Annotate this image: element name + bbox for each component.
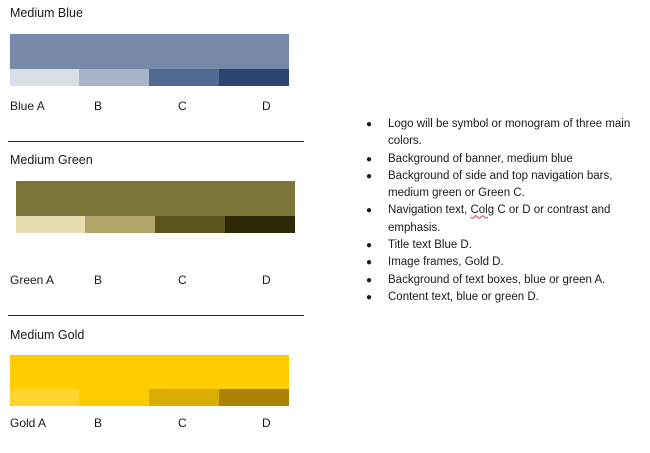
- swatch-medium-blue: [10, 34, 289, 69]
- swatch-gold-b: [79, 389, 149, 406]
- bullet-icon: ●: [366, 257, 373, 269]
- design-notes-list: ● Logo will be symbol or monogram of thre…: [364, 116, 650, 306]
- label-gold-d: D: [262, 416, 271, 430]
- list-item: ● Logo will be symbol or monogram of thre…: [364, 116, 650, 151]
- label-green-a: Green A: [10, 273, 55, 287]
- label-gold-b: B: [94, 416, 103, 430]
- note-text: Title text Blue D.: [388, 239, 472, 252]
- note-text: Logo will be symbol or monogram of three…: [388, 118, 631, 148]
- bullet-icon: ●: [366, 153, 373, 165]
- swatch-green-d: [225, 216, 295, 233]
- list-item: ● Background of side and top navigation b…: [364, 168, 650, 203]
- label-blue-c: C: [178, 99, 187, 113]
- swatch-medium-gold: [10, 355, 289, 390]
- label-green-d: D: [262, 273, 271, 287]
- bullet-icon: ●: [366, 274, 373, 286]
- swatch-blue-c: [149, 69, 219, 86]
- divider-2: [8, 315, 304, 316]
- swatch-gold-d: [219, 389, 289, 406]
- list-item: ● Title text Blue D.: [364, 237, 650, 254]
- swatch-green-a: [16, 216, 85, 233]
- label-green-c: C: [178, 273, 187, 287]
- label-gold-a: Gold A: [10, 416, 47, 430]
- swatch-blue-b: [79, 69, 149, 86]
- note-text: Navigation text, Colg C or D or contrast…: [388, 204, 611, 234]
- bullet-icon: ●: [366, 240, 373, 252]
- bullet-icon: ●: [366, 205, 373, 217]
- swatch-blue-d: [219, 69, 289, 86]
- swatch-green-c: [155, 216, 225, 233]
- list-item: ● Background of banner, medium blue: [364, 151, 650, 168]
- list-item: ● Image frames, Gold D.: [364, 254, 650, 271]
- label-gold-c: C: [178, 416, 187, 430]
- note-text: Background of side and top navigation ba…: [388, 169, 613, 200]
- swatch-gold-a: [10, 389, 79, 406]
- bullet-icon: ●: [366, 119, 373, 130]
- note-text: Background of banner, medium blue: [388, 152, 573, 165]
- section-title-gold: Medium Gold: [10, 328, 85, 342]
- label-blue-a: Blue A: [10, 99, 45, 113]
- bullet-icon: ●: [366, 170, 373, 182]
- section-title-green: Medium Green: [10, 153, 93, 167]
- list-item: ● Content text, blue or green D.: [364, 289, 650, 306]
- section-title-blue: Medium Blue: [10, 6, 83, 20]
- label-blue-b: B: [94, 99, 103, 113]
- swatch-gold-c: [149, 389, 219, 406]
- swatch-green-b: [85, 216, 155, 233]
- divider-1: [8, 141, 304, 142]
- label-blue-d: D: [262, 99, 271, 113]
- list-item: ● Background of text boxes, blue or green…: [364, 272, 650, 289]
- swatch-medium-green: [16, 181, 295, 216]
- list-item: ● Navigation text, Colg C or D or contras…: [364, 202, 650, 237]
- label-green-b: B: [94, 273, 103, 287]
- note-text: Image frames, Gold D.: [388, 256, 504, 269]
- swatch-blue-a: [10, 69, 79, 86]
- note-text: Content text, blue or green D.: [388, 290, 539, 303]
- note-text: Background of text boxes, blue or green …: [388, 273, 606, 286]
- bullet-icon: ●: [366, 291, 373, 303]
